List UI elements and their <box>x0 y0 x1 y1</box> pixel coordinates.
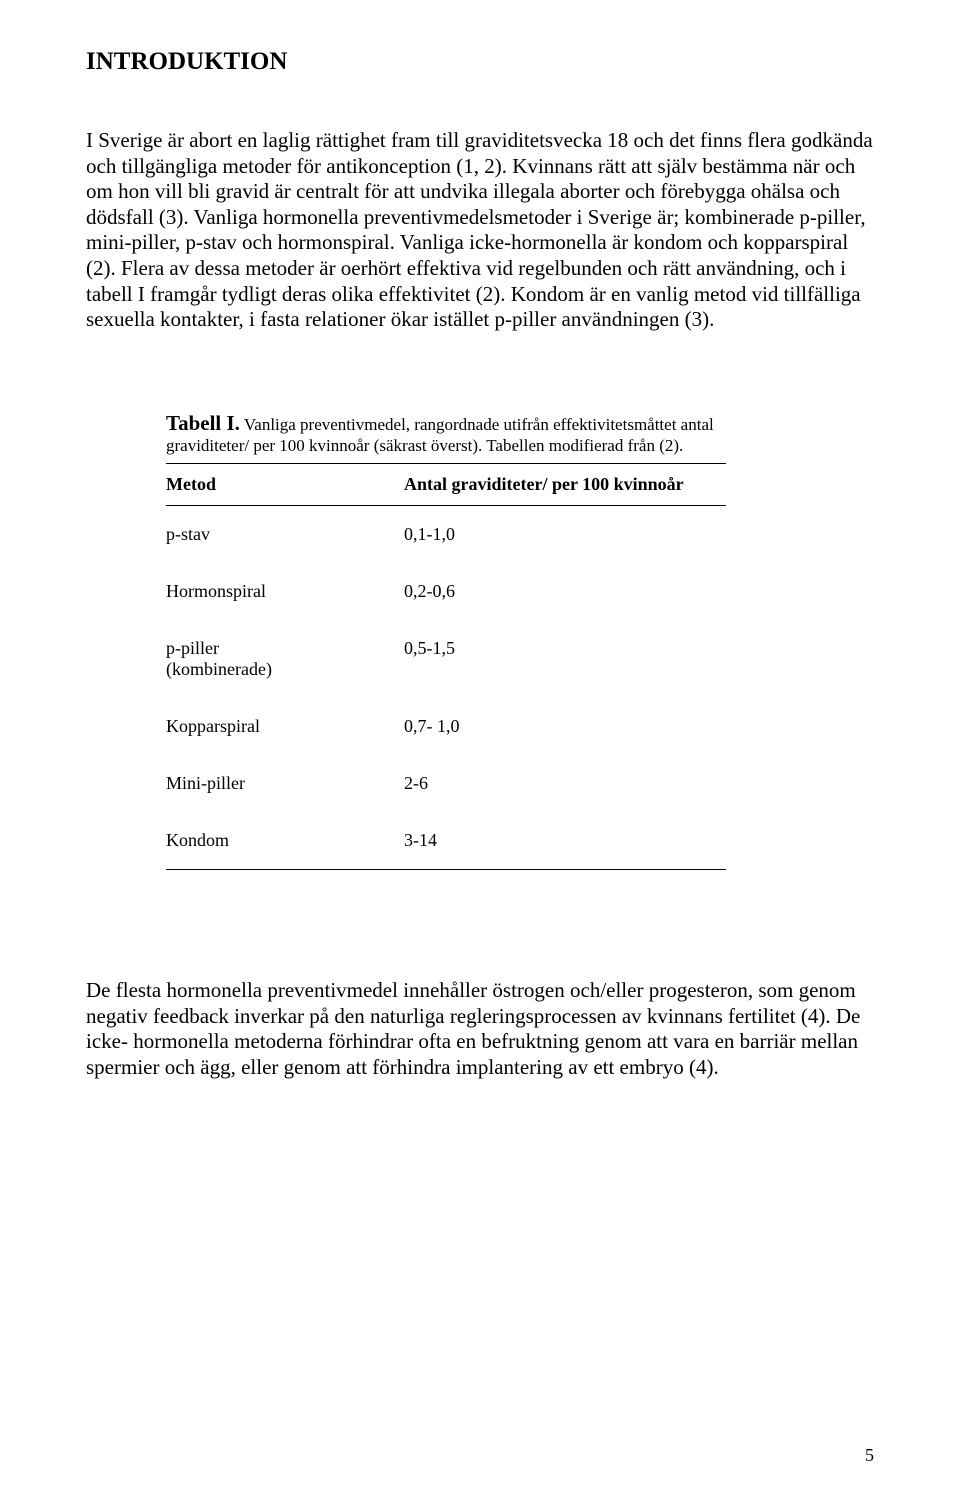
table-cell-value: 2-6 <box>366 755 726 812</box>
table-col-method: Metod <box>166 464 366 506</box>
table-cell-method: Kopparspiral <box>166 698 366 755</box>
section-heading: INTRODUKTION <box>86 48 874 76</box>
table-row: Kopparspiral 0,7- 1,0 <box>166 698 726 755</box>
table-container: Tabell I. Vanliga preventivmedel, rangor… <box>86 411 874 870</box>
table-cell-value: 3-14 <box>366 812 726 870</box>
table-row: p-piller (kombinerade) 0,5-1,5 <box>166 620 726 698</box>
table-cell-method: p-stav <box>166 506 366 564</box>
table-col-value: Antal graviditeter/ per 100 kvinnoår <box>366 464 726 506</box>
table-cell-value: 0,5-1,5 <box>366 620 726 698</box>
table-cell-method-subnote: (kombinerade) <box>166 659 358 680</box>
table-header-row: Metod Antal graviditeter/ per 100 kvinno… <box>166 464 726 506</box>
table-cell-method-label: p-piller <box>166 638 219 658</box>
table-cell-value: 0,7- 1,0 <box>366 698 726 755</box>
page-number: 5 <box>865 1445 874 1466</box>
table-row: p-stav 0,1-1,0 <box>166 506 726 564</box>
table-cell-method: Mini-piller <box>166 755 366 812</box>
table-cell-value: 0,2-0,6 <box>366 563 726 620</box>
intro-paragraph: I Sverige är abort en laglig rättighet f… <box>86 128 874 333</box>
table-caption-label: Tabell I. <box>166 411 240 435</box>
table-cell-method: Kondom <box>166 812 366 870</box>
table-caption: Tabell I. Vanliga preventivmedel, rangor… <box>166 411 786 457</box>
table-cell-method: p-piller (kombinerade) <box>166 620 366 698</box>
table-cell-method: Hormonspiral <box>166 563 366 620</box>
closing-paragraph: De flesta hormonella preventivmedel inne… <box>86 978 874 1080</box>
table-row: Mini-piller 2-6 <box>166 755 726 812</box>
data-table: Metod Antal graviditeter/ per 100 kvinno… <box>166 463 726 870</box>
table-row: Kondom 3-14 <box>166 812 726 870</box>
table-row: Hormonspiral 0,2-0,6 <box>166 563 726 620</box>
table-caption-text: Vanliga preventivmedel, rangordnade utif… <box>166 415 714 456</box>
table-cell-value: 0,1-1,0 <box>366 506 726 564</box>
